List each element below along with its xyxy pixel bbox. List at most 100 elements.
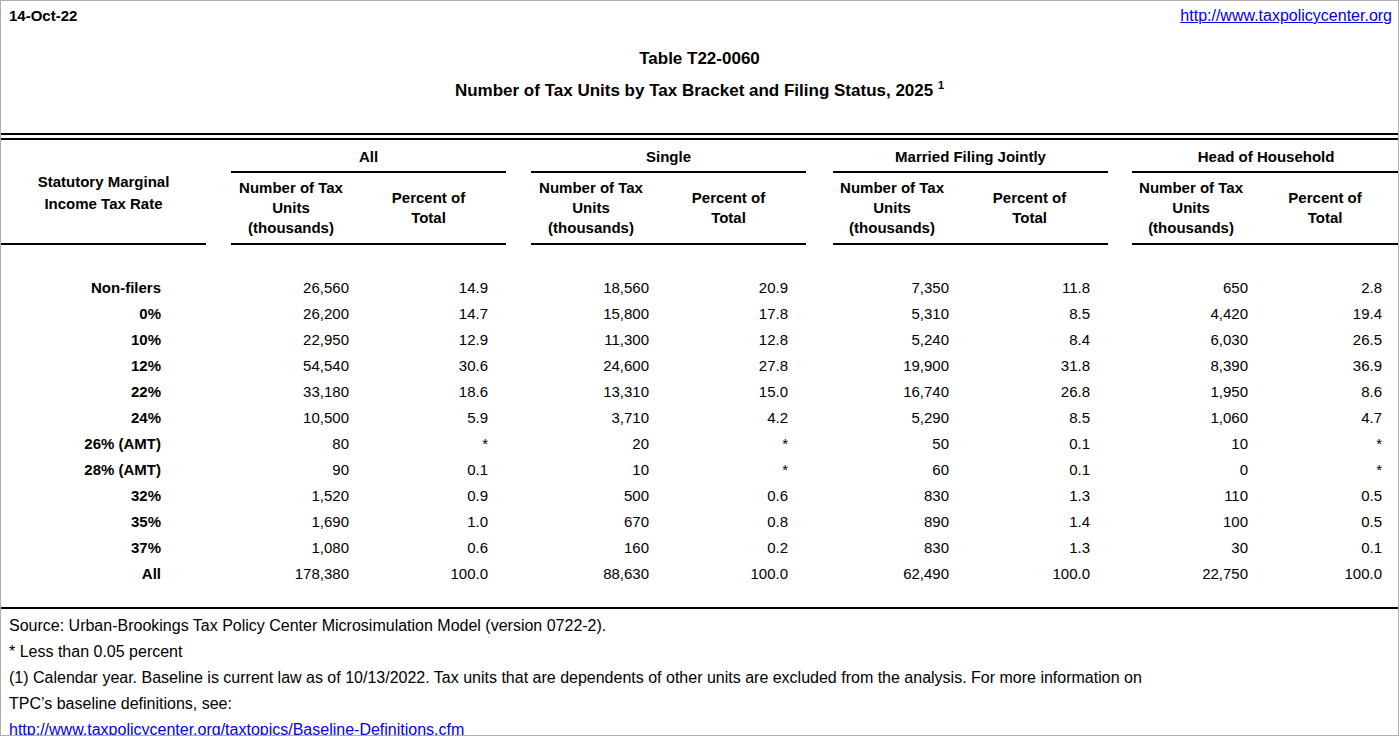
cell-single-units: 24,600 (531, 353, 651, 379)
cell-hoh-percent: 0.1 (1250, 535, 1399, 561)
cell-hoh-percent: 19.4 (1250, 301, 1399, 327)
cell-hoh-units: 650 (1132, 275, 1250, 301)
cell-hoh-percent: 0.5 (1250, 509, 1399, 535)
cell-mfj-percent: 11.8 (951, 275, 1108, 301)
cell-all-units: 90 (231, 457, 351, 483)
cell-mfj-percent: 100.0 (951, 561, 1108, 587)
cell-all-units: 80 (231, 431, 351, 457)
subheader-units: Number of Tax Units (thousands) (1132, 172, 1250, 244)
cell-all-units: 1,690 (231, 509, 351, 535)
cell-mfj-percent: 8.4 (951, 327, 1108, 353)
cell-hoh-units: 4,420 (1132, 301, 1250, 327)
double-rule (1, 133, 1398, 140)
cell-single-units: 10 (531, 457, 651, 483)
table-row: 35% 1,690 1.0 670 0.8 890 1.4 100 0.5 (1, 509, 1399, 535)
subheader-percent: Percent of Total (951, 172, 1108, 244)
footer: Source: Urban-Brookings Tax Policy Cente… (1, 607, 1398, 736)
cell-all-units: 178,380 (231, 561, 351, 587)
table-row: 0% 26,200 14.7 15,800 17.8 5,310 8.5 4,4… (1, 301, 1399, 327)
row-rate-label: 37% (1, 535, 206, 561)
group-header-all: All (231, 144, 506, 172)
table-row: Non-filers 26,560 14.9 18,560 20.9 7,350… (1, 275, 1399, 301)
subheader-percent: Percent of Total (651, 172, 806, 244)
cell-mfj-units: 5,310 (833, 301, 951, 327)
cell-hoh-units: 10 (1132, 431, 1250, 457)
cell-all-percent: 12.9 (351, 327, 506, 353)
cell-hoh-units: 1,060 (1132, 405, 1250, 431)
cell-mfj-percent: 8.5 (951, 301, 1108, 327)
table-main-title-text: Number of Tax Units by Tax Bracket and F… (455, 81, 933, 100)
cell-all-units: 22,950 (231, 327, 351, 353)
cell-hoh-units: 100 (1132, 509, 1250, 535)
row-rate-label: 24% (1, 405, 206, 431)
subheader-units-text: Number of Tax Units (thousands) (231, 178, 351, 238)
table-row: 28% (AMT) 90 0.1 10 * 60 0.1 0 * (1, 457, 1399, 483)
cell-all-percent: 18.6 (351, 379, 506, 405)
cell-mfj-units: 890 (833, 509, 951, 535)
table-number-title: Table T22-0060 (1, 47, 1398, 71)
baseline-definitions-link[interactable]: http://www.taxpolicycenter.org/taxtopics… (9, 721, 464, 736)
subheader-units-text: Number of Tax Units (thousands) (1132, 178, 1250, 238)
cell-mfj-percent: 0.1 (951, 457, 1108, 483)
subheader-percent-text: Percent of Total (1281, 188, 1369, 228)
group-header-hoh: Head of Household (1132, 144, 1399, 172)
cell-hoh-units: 30 (1132, 535, 1250, 561)
cell-mfj-units: 830 (833, 535, 951, 561)
site-url-link[interactable]: http://www.taxpolicycenter.org (1180, 7, 1392, 25)
row-header-label: Statutory Marginal Income Tax Rate (1, 144, 206, 244)
subheader-units: Number of Tax Units (thousands) (833, 172, 951, 244)
cell-hoh-percent: 2.8 (1250, 275, 1399, 301)
cell-all-units: 26,200 (231, 301, 351, 327)
cell-mfj-units: 16,740 (833, 379, 951, 405)
row-rate-label: 26% (AMT) (1, 431, 206, 457)
cell-single-percent: 0.6 (651, 483, 806, 509)
cell-hoh-percent: * (1250, 457, 1399, 483)
subheader-percent: Percent of Total (1250, 172, 1399, 244)
table-row: 24% 10,500 5.9 3,710 4.2 5,290 8.5 1,060… (1, 405, 1399, 431)
cell-all-percent: 0.1 (351, 457, 506, 483)
subheader-units-text: Number of Tax Units (thousands) (531, 178, 651, 238)
cell-hoh-units: 110 (1132, 483, 1250, 509)
group-header-row: Statutory Marginal Income Tax Rate All S… (1, 144, 1399, 172)
table-row: 22% 33,180 18.6 13,310 15.0 16,740 26.8 … (1, 379, 1399, 405)
cell-single-units: 500 (531, 483, 651, 509)
cell-all-units: 1,520 (231, 483, 351, 509)
cell-single-units: 13,310 (531, 379, 651, 405)
cell-mfj-units: 50 (833, 431, 951, 457)
top-bar: 14-Oct-22 http://www.taxpolicycenter.org (1, 1, 1398, 25)
subheader-percent-text: Percent of Total (986, 188, 1074, 228)
subheader-units-text: Number of Tax Units (thousands) (833, 178, 951, 238)
table-row: 12% 54,540 30.6 24,600 27.8 19,900 31.8 … (1, 353, 1399, 379)
cell-single-units: 3,710 (531, 405, 651, 431)
row-header-label-text: Statutory Marginal Income Tax Rate (16, 171, 191, 215)
cell-single-percent: 20.9 (651, 275, 806, 301)
table-row: 37% 1,080 0.6 160 0.2 830 1.3 30 0.1 (1, 535, 1399, 561)
cell-all-percent: 14.9 (351, 275, 506, 301)
subheader-percent: Percent of Total (351, 172, 506, 244)
cell-single-percent: 17.8 (651, 301, 806, 327)
cell-all-percent: 100.0 (351, 561, 506, 587)
cell-mfj-units: 7,350 (833, 275, 951, 301)
cell-mfj-units: 5,290 (833, 405, 951, 431)
cell-hoh-percent: 100.0 (1250, 561, 1399, 587)
cell-single-percent: * (651, 457, 806, 483)
title-block: Table T22-0060 Number of Tax Units by Ta… (1, 47, 1398, 105)
cell-all-percent: 0.9 (351, 483, 506, 509)
row-rate-label: 28% (AMT) (1, 457, 206, 483)
subheader-units: Number of Tax Units (thousands) (231, 172, 351, 244)
subheader-percent-text: Percent of Total (385, 188, 473, 228)
cell-hoh-units: 1,950 (1132, 379, 1250, 405)
row-rate-label: 12% (1, 353, 206, 379)
cell-single-percent: 4.2 (651, 405, 806, 431)
cell-all-percent: * (351, 431, 506, 457)
tax-units-table: Statutory Marginal Income Tax Rate All S… (1, 144, 1399, 587)
cell-hoh-units: 6,030 (1132, 327, 1250, 353)
footnote-line2: TPC’s baseline definitions, see: (9, 691, 1390, 717)
cell-single-units: 18,560 (531, 275, 651, 301)
cell-single-percent: 0.2 (651, 535, 806, 561)
cell-mfj-percent: 1.3 (951, 483, 1108, 509)
cell-mfj-units: 19,900 (833, 353, 951, 379)
cell-all-percent: 14.7 (351, 301, 506, 327)
cell-mfj-units: 5,240 (833, 327, 951, 353)
cell-mfj-units: 60 (833, 457, 951, 483)
